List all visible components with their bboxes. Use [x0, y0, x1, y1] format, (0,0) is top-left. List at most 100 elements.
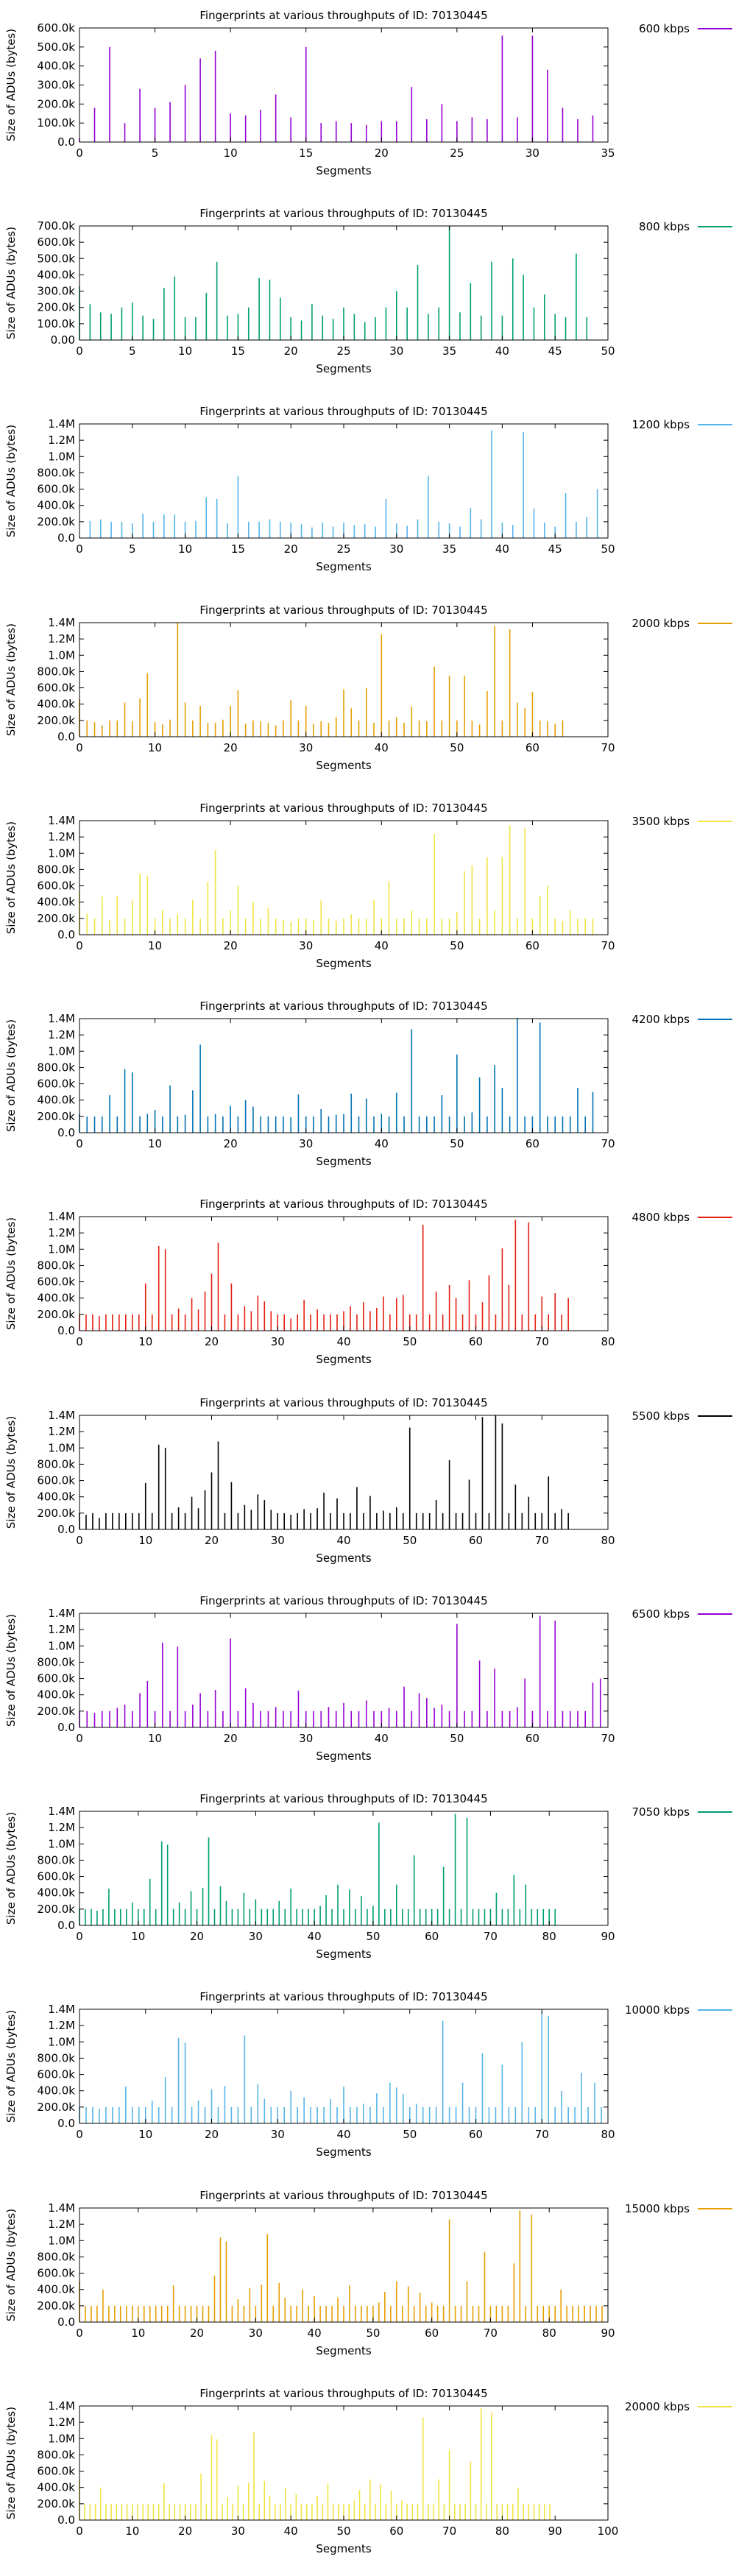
x-tick-label: 10 — [138, 1335, 152, 1348]
x-tick-label: 40 — [284, 2524, 298, 2538]
x-axis-label: Segments — [316, 2542, 372, 2555]
x-axis-label: Segments — [316, 759, 372, 772]
x-tick-label: 90 — [601, 1930, 615, 1943]
y-tick-label: 600.0k — [37, 1672, 75, 1685]
y-axis-label: Size of ADUs (bytes) — [4, 1416, 18, 1529]
chart-panel: Fingerprints at various throughputs of I… — [4, 1197, 732, 1366]
y-tick-label: 400.0k — [37, 60, 75, 73]
x-tick-label: 20 — [178, 2524, 192, 2538]
chart-panel: Fingerprints at various throughputs of I… — [4, 2189, 732, 2357]
x-tick-label: 0 — [76, 1534, 83, 1547]
plot-frame — [79, 622, 609, 737]
x-tick-label: 25 — [450, 146, 464, 160]
y-tick-label: 400.0k — [37, 1094, 75, 1107]
x-tick-label: 70 — [484, 1930, 498, 1943]
x-tick-label: 30 — [526, 146, 539, 160]
x-tick-label: 35 — [442, 344, 456, 358]
y-tick-label: 200.0k — [37, 2497, 75, 2510]
y-tick-label: 200.0k — [37, 1308, 75, 1321]
y-tick-label: 600.0k — [37, 236, 75, 249]
y-tick-label: 1.4M — [48, 417, 75, 431]
x-tick-label: 5 — [129, 344, 136, 358]
x-tick-label: 20 — [205, 2128, 219, 2141]
x-tick-label: 50 — [336, 2524, 350, 2538]
x-tick-label: 60 — [425, 1930, 439, 1943]
legend-label: 20000 kbps — [625, 2400, 690, 2413]
x-tick-label: 10 — [131, 1930, 145, 1943]
x-tick-label: 0 — [76, 344, 83, 358]
x-tick-label: 20 — [190, 1930, 204, 1943]
chart-title: Fingerprints at various throughputs of I… — [199, 1197, 487, 1211]
y-tick-label: 1.2M — [48, 2416, 75, 2429]
chart-title: Fingerprints at various throughputs of I… — [199, 9, 487, 22]
x-tick-label: 10 — [148, 1732, 162, 1745]
y-tick-label: 700.0k — [37, 219, 75, 233]
chart-panel: Fingerprints at various throughputs of I… — [4, 1396, 732, 1565]
y-tick-label: 600.0k — [37, 1474, 75, 1487]
y-tick-label: 1.2M — [48, 1425, 75, 1438]
x-tick-label: 40 — [495, 344, 509, 358]
x-tick-label: 40 — [495, 542, 509, 556]
x-tick-label: 20 — [205, 1335, 219, 1348]
legend-label: 2000 kbps — [632, 617, 690, 630]
y-tick-label: 1.4M — [48, 2399, 75, 2413]
x-tick-label: 15 — [231, 542, 245, 556]
chart-panel: Fingerprints at various throughputs of I… — [4, 802, 732, 970]
chart-title: Fingerprints at various throughputs of I… — [199, 207, 487, 220]
x-tick-label: 0 — [76, 1137, 83, 1150]
x-tick-label: 30 — [389, 542, 403, 556]
x-tick-label: 35 — [442, 542, 456, 556]
y-tick-label: 800.0k — [37, 1457, 75, 1471]
y-tick-label: 400.0k — [37, 1688, 75, 1702]
y-tick-label: 1.4M — [48, 814, 75, 827]
y-tick-label: 1.2M — [48, 2218, 75, 2231]
x-tick-label: 10 — [178, 344, 192, 358]
x-tick-label: 20 — [224, 1137, 238, 1150]
x-tick-label: 80 — [495, 2524, 509, 2538]
y-tick-label: 200.0k — [37, 1507, 75, 1520]
x-tick-label: 80 — [601, 2128, 615, 2141]
x-tick-label: 5 — [129, 542, 136, 556]
y-tick-label: 800.0k — [37, 1259, 75, 1272]
x-axis-label: Segments — [316, 1947, 372, 1961]
x-tick-label: 30 — [271, 2128, 285, 2141]
x-axis-label: Segments — [316, 1749, 372, 1763]
x-tick-label: 40 — [375, 741, 389, 754]
y-tick-label: 600.0k — [37, 2267, 75, 2280]
y-axis-label: Size of ADUs (bytes) — [4, 623, 18, 736]
y-tick-label: 0.0 — [57, 730, 75, 743]
y-tick-label: 600.0k — [37, 1275, 75, 1289]
x-tick-label: 40 — [375, 939, 389, 952]
x-tick-label: 80 — [542, 1930, 556, 1943]
x-tick-label: 20 — [284, 542, 298, 556]
plot-frame — [79, 820, 609, 935]
y-tick-label: 1.2M — [48, 434, 75, 447]
y-tick-label: 600.0k — [37, 880, 75, 893]
x-tick-label: 70 — [535, 1534, 549, 1547]
y-axis-label: Size of ADUs (bytes) — [4, 29, 18, 141]
x-tick-label: 10 — [125, 2524, 139, 2538]
x-tick-label: 20 — [224, 1732, 238, 1745]
x-tick-label: 90 — [601, 2326, 615, 2340]
x-tick-label: 50 — [403, 1534, 417, 1547]
x-axis-label: Segments — [316, 2344, 372, 2357]
chart-panel: Fingerprints at various throughputs of I… — [4, 604, 732, 772]
y-axis-label: Size of ADUs (bytes) — [4, 425, 18, 537]
x-tick-label: 40 — [336, 2128, 350, 2141]
legend-label: 4800 kbps — [632, 1211, 690, 1224]
plot-frame — [79, 2207, 609, 2323]
y-tick-label: 200.0k — [37, 912, 75, 925]
y-tick-label: 400.0k — [37, 1886, 75, 1900]
y-axis-label: Size of ADUs (bytes) — [4, 1019, 18, 1132]
y-tick-label: 1.0M — [48, 2234, 75, 2247]
x-tick-label: 40 — [375, 1732, 389, 1745]
x-tick-label: 70 — [601, 1137, 615, 1150]
x-tick-label: 100 — [598, 2524, 619, 2538]
x-tick-label: 40 — [336, 1534, 350, 1547]
x-tick-label: 50 — [403, 1335, 417, 1348]
y-tick-label: 0.0 — [57, 2315, 75, 2329]
y-tick-label: 1.2M — [48, 830, 75, 843]
chart-title: Fingerprints at various throughputs of I… — [199, 1990, 487, 2003]
y-tick-label: 200.0k — [37, 1903, 75, 1916]
